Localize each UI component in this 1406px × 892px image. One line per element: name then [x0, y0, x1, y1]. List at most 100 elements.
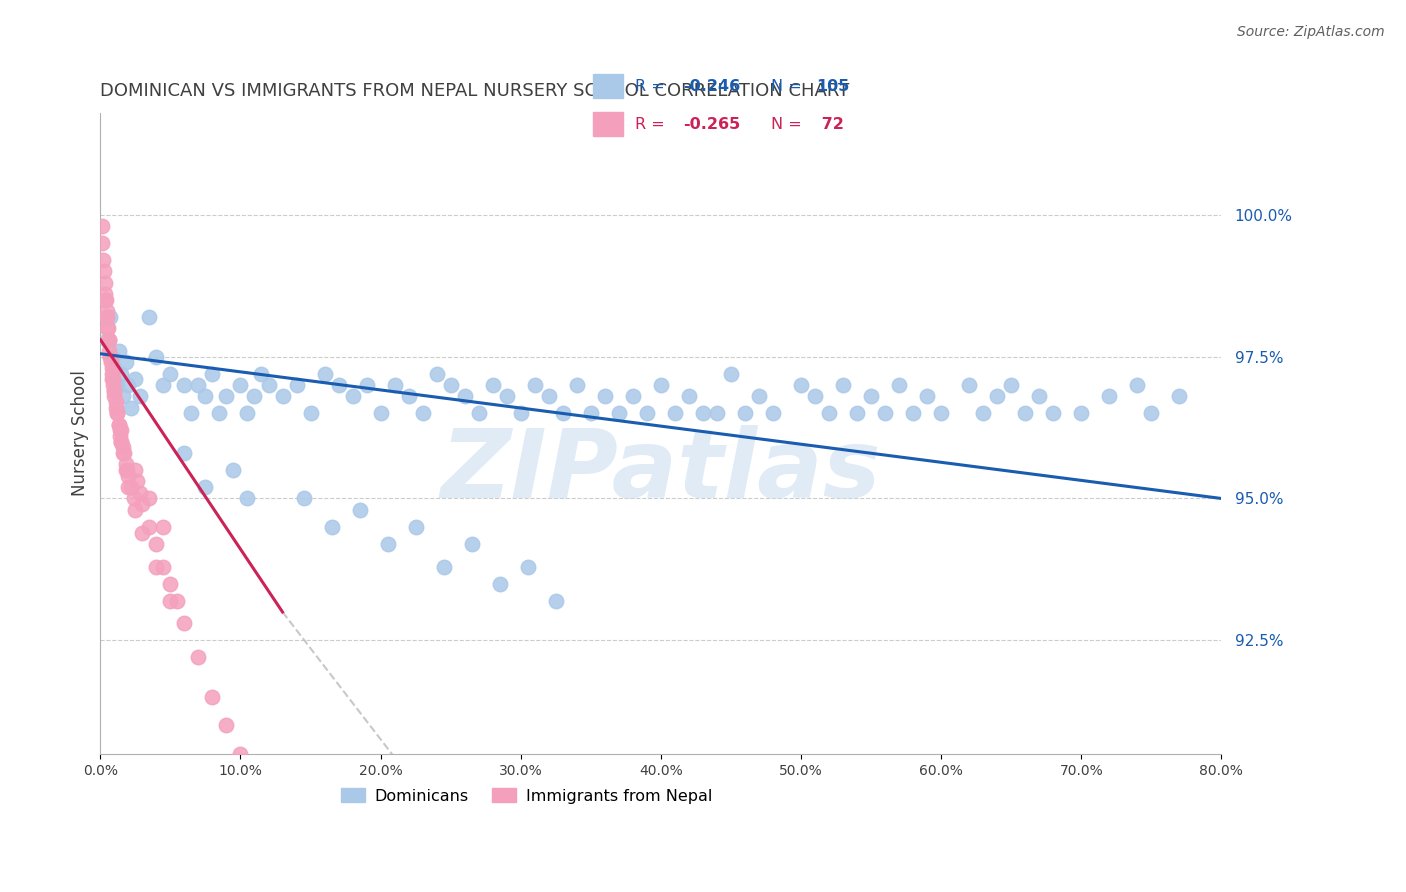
Point [509, 406, 531, 420]
Point [986, 389, 1008, 403]
Point [103, 389, 125, 403]
Point [166, 593, 188, 607]
Point [412, 406, 434, 420]
Point [460, 537, 482, 551]
Point [138, 520, 160, 534]
Point [124, 463, 146, 477]
Point [103, 384, 125, 398]
Point [173, 446, 195, 460]
Point [678, 389, 700, 403]
Point [96, 310, 118, 324]
Point [152, 559, 174, 574]
Point [467, 406, 489, 420]
Point [98, 350, 121, 364]
Point [114, 355, 136, 369]
Point [152, 520, 174, 534]
Point [125, 475, 148, 489]
Point [110, 434, 132, 449]
Point [117, 378, 139, 392]
Point [433, 559, 456, 574]
Point [664, 406, 686, 420]
Point [107, 417, 129, 432]
Text: ZIPatlas: ZIPatlas [440, 425, 882, 518]
Point [98, 343, 121, 358]
Point [887, 378, 910, 392]
Point [748, 389, 770, 403]
Point [120, 480, 142, 494]
Point [115, 463, 138, 477]
Point [105, 378, 128, 392]
Point [100, 367, 122, 381]
Text: -0.265: -0.265 [683, 117, 741, 132]
Point [236, 406, 259, 420]
Point [110, 423, 132, 437]
Point [544, 593, 567, 607]
Text: Source: ZipAtlas.com: Source: ZipAtlas.com [1237, 25, 1385, 39]
Point [107, 417, 129, 432]
Point [208, 406, 231, 420]
Point [706, 406, 728, 420]
Point [159, 576, 181, 591]
Point [128, 485, 150, 500]
Point [1126, 378, 1149, 392]
Point [873, 406, 896, 420]
Point [495, 389, 517, 403]
Point [94, 293, 117, 307]
Text: R =: R = [636, 78, 669, 94]
Point [93, 293, 115, 307]
Point [145, 537, 167, 551]
Point [173, 378, 195, 392]
Point [100, 355, 122, 369]
Point [100, 350, 122, 364]
Point [90, 219, 112, 233]
Point [145, 350, 167, 364]
Point [328, 378, 350, 392]
Point [565, 378, 588, 392]
Point [1168, 389, 1191, 403]
Point [1000, 378, 1022, 392]
Point [98, 350, 121, 364]
Point [131, 525, 153, 540]
Point [250, 367, 273, 381]
Point [957, 378, 980, 392]
Point [846, 406, 869, 420]
Point [929, 406, 952, 420]
Point [120, 401, 142, 415]
Point [96, 333, 118, 347]
Point [243, 389, 266, 403]
Point [94, 287, 117, 301]
Point [128, 389, 150, 403]
Point [112, 446, 135, 460]
Point [818, 406, 841, 420]
Point [91, 236, 114, 251]
Point [593, 389, 616, 403]
Text: 105: 105 [817, 78, 849, 94]
Point [271, 389, 294, 403]
Point [551, 406, 574, 420]
Point [790, 378, 813, 392]
Point [292, 491, 315, 506]
Point [243, 764, 266, 778]
Point [98, 310, 121, 324]
Point [650, 378, 672, 392]
Point [108, 423, 131, 437]
Point [94, 310, 117, 324]
Point [229, 378, 252, 392]
Point [131, 497, 153, 511]
Point [1070, 406, 1092, 420]
Point [96, 321, 118, 335]
Text: N =: N = [770, 78, 807, 94]
Point [159, 593, 181, 607]
Point [104, 395, 127, 409]
Point [96, 304, 118, 318]
Point [481, 378, 503, 392]
Point [101, 372, 124, 386]
Point [104, 401, 127, 415]
Point [159, 367, 181, 381]
Point [621, 389, 644, 403]
Point [117, 480, 139, 494]
Point [349, 503, 371, 517]
Point [299, 406, 322, 420]
Text: N =: N = [770, 117, 807, 132]
Point [1098, 389, 1121, 403]
